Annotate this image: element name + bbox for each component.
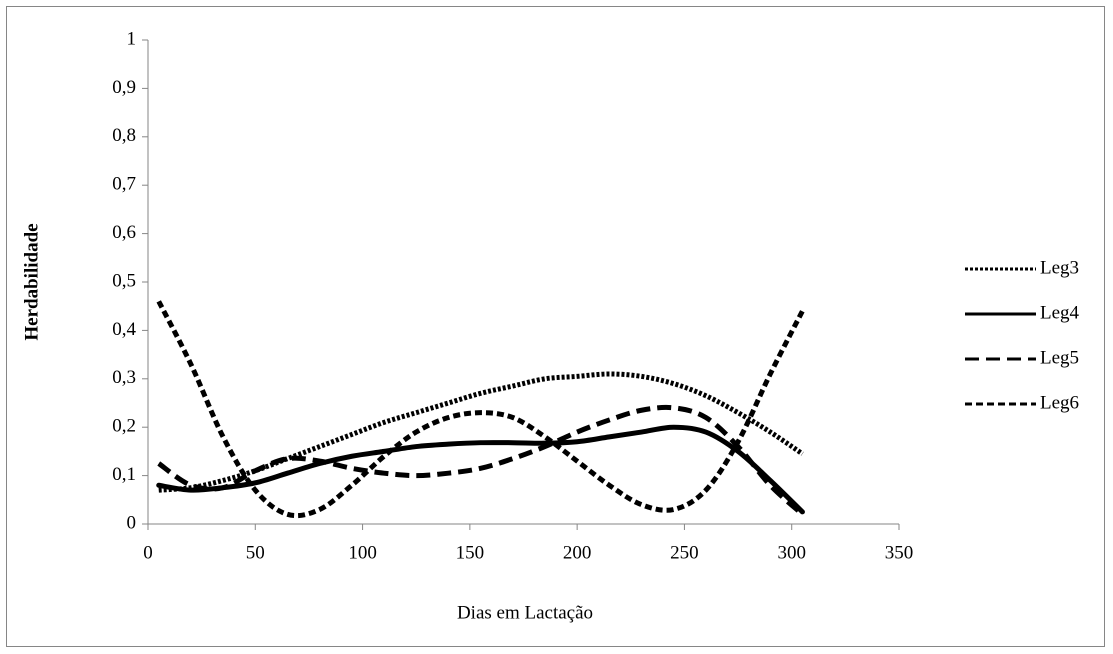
y-tick-label: 0,9 <box>112 77 136 98</box>
legend-label: Leg4 <box>1040 302 1080 323</box>
legend-label: Leg6 <box>1040 392 1079 413</box>
x-tick-label: 50 <box>246 542 265 563</box>
y-tick-label: 0,7 <box>112 174 136 195</box>
x-tick-label: 250 <box>670 542 699 563</box>
y-tick-label: 1 <box>127 28 137 49</box>
y-tick-label: 0,5 <box>112 270 136 291</box>
x-tick-label: 0 <box>143 542 153 563</box>
x-tick-label: 200 <box>563 542 592 563</box>
series-line <box>156 300 805 519</box>
y-axis-label: Herdabilidade <box>21 223 42 340</box>
y-tick-label: 0,3 <box>112 367 136 388</box>
x-tick-label: 150 <box>456 542 485 563</box>
series-line <box>158 371 804 493</box>
y-tick-label: 0 <box>127 512 137 533</box>
x-axis-label: Dias em Lactação <box>457 602 593 623</box>
legend-label: Leg3 <box>1040 257 1079 278</box>
y-tick-label: 0,4 <box>112 319 136 340</box>
y-tick-label: 0,6 <box>112 222 136 243</box>
series-line <box>157 404 805 517</box>
x-tick-label: 300 <box>777 542 806 563</box>
y-tick-label: 0,8 <box>112 125 136 146</box>
y-tick-label: 0,2 <box>112 416 136 437</box>
chart-frame <box>6 6 1105 647</box>
x-tick-label: 350 <box>885 542 914 563</box>
x-tick-label: 100 <box>348 542 377 563</box>
legend-label: Leg5 <box>1040 347 1079 368</box>
y-tick-label: 0,1 <box>112 464 136 485</box>
series-line <box>156 424 805 515</box>
